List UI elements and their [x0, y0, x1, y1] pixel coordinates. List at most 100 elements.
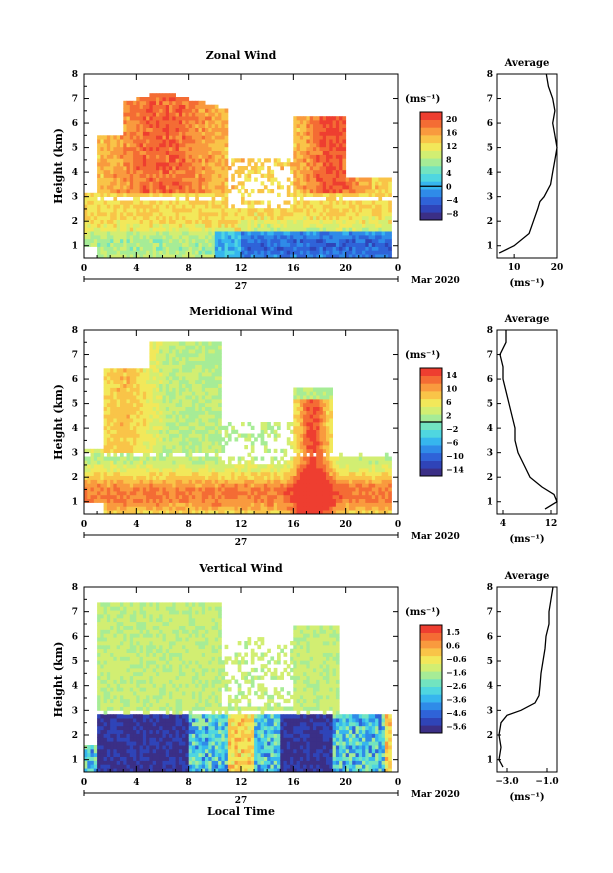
heatmap-cell	[191, 154, 196, 159]
heatmap-cell	[175, 227, 180, 232]
heatmap-cell	[296, 146, 301, 151]
heatmap-cell	[120, 414, 124, 419]
heatmap-cell	[159, 93, 163, 98]
heatmap-cell	[126, 112, 131, 117]
heatmap-cell	[136, 437, 140, 442]
heatmap-cell	[188, 452, 193, 457]
heatmap-cell	[116, 445, 121, 450]
heatmap-cell	[293, 395, 297, 400]
heatmap-cell	[146, 402, 150, 407]
heatmap-cell	[208, 448, 212, 453]
heatmap-cell	[136, 177, 140, 182]
heatmap-cell	[211, 212, 216, 217]
heatmap-cell	[136, 491, 140, 496]
heatmap-cell	[191, 391, 196, 396]
heatmap-cell	[172, 162, 176, 167]
heatmap-cell	[191, 204, 196, 209]
heatmap-cell	[208, 223, 212, 228]
heatmap-cell	[113, 254, 118, 259]
heatmap-cell	[195, 158, 199, 163]
heatmap-cell	[221, 250, 226, 255]
heatmap-cell	[93, 498, 98, 503]
heatmap-cell	[319, 235, 324, 240]
heatmap-cell	[165, 231, 170, 236]
heatmap-cell	[133, 422, 137, 427]
heatmap-cell	[133, 127, 137, 132]
heatmap-cell	[90, 456, 95, 461]
heatmap-cell	[388, 181, 392, 186]
heatmap-cell	[156, 123, 160, 128]
heatmap-cell	[120, 231, 124, 236]
heatmap-cell	[306, 143, 311, 148]
heatmap-cell	[378, 254, 383, 259]
heatmap-cell	[381, 219, 386, 224]
heatmap-cell	[136, 391, 140, 396]
heatmap-cell	[267, 494, 271, 499]
heatmap-cell	[175, 399, 180, 404]
heatmap-cell	[185, 379, 190, 384]
heatmap-cell	[355, 185, 360, 190]
heatmap-cell	[133, 185, 137, 190]
heatmap-cell	[257, 483, 262, 488]
heatmap-cell	[191, 360, 196, 365]
heatmap-cell	[332, 196, 337, 201]
heatmap-cell	[172, 100, 176, 105]
heatmap-cell	[198, 189, 203, 194]
heatmap-cell	[100, 162, 105, 167]
heatmap-cell	[185, 250, 190, 255]
heatmap-cell	[195, 418, 199, 423]
heatmap-cell	[172, 345, 176, 350]
heatmap-cell	[296, 498, 301, 503]
heatmap-cell	[342, 169, 347, 174]
heatmap-cell	[152, 468, 157, 473]
heatmap-cell	[205, 173, 209, 178]
heatmap-cell	[270, 510, 275, 515]
heatmap-cell	[273, 422, 278, 427]
heatmap-cell	[208, 441, 212, 446]
heatmap-cell	[250, 506, 255, 511]
heatmap-cell	[227, 510, 232, 515]
heatmap-cell	[142, 376, 147, 381]
heatmap-cell	[93, 491, 98, 496]
heatmap-cell	[172, 471, 176, 476]
heatmap-cell	[113, 395, 118, 400]
heatmap-cell	[182, 242, 186, 247]
heatmap-cell	[208, 108, 212, 113]
colorbar-tick-label: 16	[446, 127, 458, 137]
heatmap-cell	[169, 391, 173, 396]
heatmap-cell	[375, 219, 379, 224]
heatmap-cell	[319, 246, 324, 251]
heatmap-cell	[326, 146, 330, 151]
heatmap-cell	[126, 127, 131, 132]
heatmap-cell	[156, 395, 160, 400]
heatmap-cell	[162, 383, 167, 388]
heatmap-cell	[254, 498, 258, 503]
heatmap-cell	[280, 471, 284, 476]
heatmap-cell	[195, 235, 199, 240]
heatmap-cell	[149, 368, 154, 373]
heatmap-cell	[146, 475, 150, 480]
heatmap-cell	[172, 402, 176, 407]
heatmap-cell	[162, 189, 167, 194]
heatmap-cell	[218, 364, 222, 369]
heatmap-cell	[348, 212, 353, 217]
heatmap-cell	[309, 189, 314, 194]
heatmap-cell	[375, 235, 379, 240]
heatmap-cell	[129, 135, 134, 140]
heatmap-cell	[286, 235, 291, 240]
heatmap-cell	[211, 131, 216, 136]
heatmap-cell	[293, 139, 297, 144]
heatmap-cell	[358, 223, 363, 228]
heatmap-cell	[149, 448, 154, 453]
heatmap-cell	[185, 429, 190, 434]
heatmap-cell	[358, 181, 363, 186]
heatmap-cell	[152, 487, 157, 492]
heatmap-cell	[110, 246, 114, 251]
heatmap-cell	[175, 250, 180, 255]
heatmap-cell	[205, 254, 209, 259]
heatmap-cell	[322, 135, 327, 140]
heatmap-cell	[120, 219, 124, 224]
colorbar-swatch	[420, 189, 442, 198]
heatmap-cell	[84, 227, 88, 232]
heatmap-cell	[303, 162, 307, 167]
